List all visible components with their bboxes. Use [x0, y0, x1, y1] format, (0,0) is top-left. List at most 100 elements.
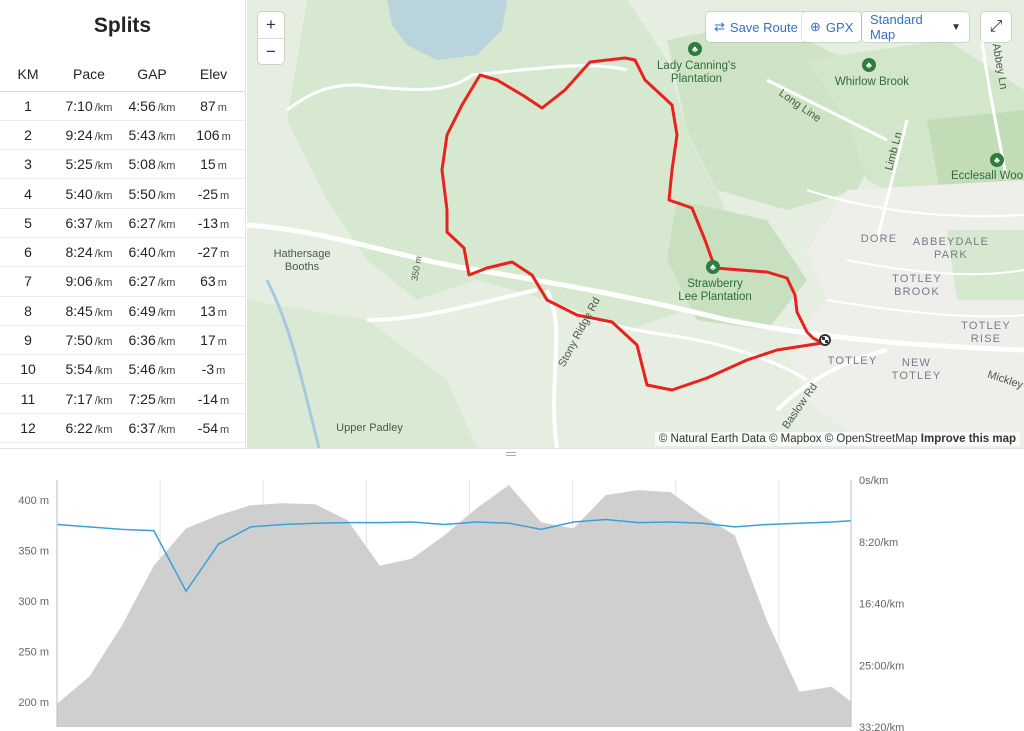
- split-pace-value: 7:10: [65, 97, 93, 114]
- label-totley-brook: TOTLEY BROOK: [892, 273, 942, 298]
- split-pace-unit: /km: [94, 306, 113, 319]
- tree-icon: ♣: [688, 42, 702, 56]
- split-gap-unit: /km: [157, 423, 176, 436]
- elevation-tick-label: 250 m: [18, 646, 49, 658]
- split-gap-unit: /km: [157, 277, 176, 290]
- elevation-tick-label: 200 m: [18, 697, 49, 709]
- pace-tick-label: 33:20/km: [859, 722, 904, 731]
- label-new-totley: NEW TOTLEY: [891, 357, 942, 382]
- split-elev-value: -25: [197, 185, 219, 202]
- split-pace-unit: /km: [94, 336, 113, 349]
- split-pace-unit: /km: [94, 130, 113, 143]
- split-gap-unit: /km: [157, 189, 176, 202]
- route-map[interactable]: + − ⇄ Save Route ⊕ GPX Standard Map ▼ ⤢ …: [247, 0, 1024, 448]
- fullscreen-icon: ⤢: [989, 18, 1003, 35]
- split-row: 9 7:50/km 6:36/km 17 m: [0, 325, 245, 356]
- split-elev-value: -13: [197, 214, 219, 231]
- split-gap-unit: /km: [157, 306, 176, 319]
- gpx-button[interactable]: ⊕ GPX: [802, 12, 862, 42]
- gpx-label: GPX: [825, 19, 854, 35]
- split-gap-value: 6:27: [128, 214, 156, 231]
- split-pace-value: 5:25: [65, 156, 93, 173]
- split-elev-unit: m: [221, 130, 231, 143]
- zoom-in-button[interactable]: +: [266, 15, 276, 34]
- improve-map-link[interactable]: Improve this map: [920, 433, 1016, 445]
- split-km: 4: [0, 178, 56, 209]
- pace-tick-label: 8:20/km: [859, 537, 898, 549]
- split-gap: 6:27/km: [122, 266, 182, 297]
- split-pace-value: 5:40: [65, 185, 93, 202]
- split-pace: 7:10/km: [56, 91, 122, 121]
- splits-panel: Splits KM Pace GAP Elev 1 7:10/km 4:56/km 8…: [0, 0, 246, 448]
- split-pace-unit: /km: [94, 277, 113, 290]
- pace-tick-label: 25:00/km: [859, 660, 904, 672]
- split-elev-unit: m: [220, 423, 230, 436]
- split-km: 2: [0, 120, 56, 151]
- attribution-text: © Natural Earth Data © Mapbox © OpenStre…: [658, 433, 918, 445]
- split-elev: 63 m: [182, 266, 245, 297]
- split-pace-unit: /km: [94, 248, 113, 261]
- map-canvas: [247, 0, 1024, 448]
- splits-table: KM Pace GAP Elev 1 7:10/km 4:56/km 87 m 2 9:24…: [0, 58, 245, 444]
- split-gap-value: 6:37: [128, 419, 156, 436]
- split-gap: 5:46/km: [122, 354, 182, 385]
- split-elev-unit: m: [217, 336, 227, 349]
- split-km: 1: [0, 91, 56, 121]
- splits-header-row: KM Pace GAP Elev: [0, 58, 245, 92]
- split-pace-unit: /km: [94, 365, 113, 378]
- split-pace: 6:22/km: [56, 413, 122, 444]
- route-icon: ⇄: [714, 19, 725, 34]
- split-elev: 13 m: [182, 296, 245, 326]
- split-km: 8: [0, 296, 56, 326]
- drag-handle-icon[interactable]: [506, 452, 516, 456]
- split-pace-unit: /km: [94, 189, 113, 202]
- resize-divider[interactable]: [0, 448, 1024, 460]
- zoom-out-button[interactable]: −: [258, 38, 284, 64]
- elevation-pace-chart[interactable]: 400 m 350 m 300 m 250 m 200 m 0s/km 8:20/km 16…: [0, 460, 1024, 731]
- split-elev-value: -3: [201, 361, 215, 378]
- split-gap-unit: /km: [157, 394, 176, 407]
- save-route-button[interactable]: ⇄ Save Route: [706, 12, 806, 42]
- split-gap: 4:56/km: [122, 91, 182, 121]
- split-pace-value: 8:24: [65, 244, 93, 261]
- split-elev-unit: m: [217, 101, 227, 114]
- split-pace-value: 9:06: [65, 273, 93, 290]
- map-style-select[interactable]: Standard Map ▼: [862, 12, 969, 42]
- split-gap: 7:25/km: [122, 383, 182, 414]
- split-km: 12: [0, 413, 56, 444]
- map-attribution: © Natural Earth Data © Mapbox © OpenStre…: [654, 432, 1020, 446]
- split-pace-unit: /km: [94, 423, 113, 436]
- split-elev-value: -14: [197, 390, 219, 407]
- split-pace: 6:37/km: [56, 208, 122, 238]
- split-row: 7 9:06/km 6:27/km 63 m: [0, 266, 245, 297]
- split-elev: 106 m: [182, 120, 245, 151]
- header-km: KM: [0, 58, 56, 92]
- elevation-axis: 400 m 350 m 300 m 250 m 200 m: [18, 495, 49, 709]
- split-km-value: 11: [20, 390, 36, 407]
- map-style-label: Standard Map: [870, 12, 923, 42]
- split-km-value: 4: [24, 185, 32, 202]
- split-row: 1 7:10/km 4:56/km 87 m: [0, 91, 245, 121]
- split-km: 3: [0, 149, 56, 180]
- split-gap-unit: /km: [157, 130, 176, 143]
- split-elev-value: -27: [197, 244, 219, 261]
- fullscreen-button[interactable]: ⤢: [981, 12, 1011, 42]
- split-gap-value: 6:40: [128, 244, 156, 261]
- split-km-value: 6: [24, 244, 32, 261]
- split-elev-unit: m: [217, 277, 227, 290]
- split-pace: 5:25/km: [56, 149, 122, 180]
- split-elev-unit: m: [217, 306, 227, 319]
- header-elev: Elev: [182, 58, 245, 92]
- split-elev: 87 m: [182, 91, 245, 121]
- split-elev-unit: m: [220, 248, 230, 261]
- split-gap-value: 6:49: [128, 302, 156, 319]
- split-gap-unit: /km: [157, 336, 176, 349]
- split-elev: 17 m: [182, 325, 245, 356]
- split-km-value: 1: [24, 97, 32, 114]
- tree-icon: ♣: [862, 58, 876, 72]
- split-elev: -14 m: [182, 383, 245, 414]
- split-gap: 5:08/km: [122, 149, 182, 180]
- split-km-value: 12: [20, 419, 36, 436]
- split-gap-value: 6:36: [128, 332, 156, 349]
- split-gap: 6:36/km: [122, 325, 182, 356]
